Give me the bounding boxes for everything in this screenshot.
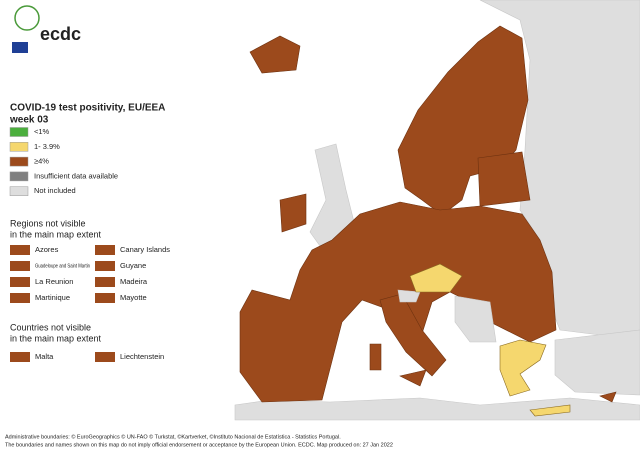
austria xyxy=(409,263,463,293)
countries-heading: Countries not visible xyxy=(10,322,91,332)
legend-swatch xyxy=(9,142,29,152)
region-label: Guyane xyxy=(120,261,146,270)
countries-heading: in the main map extent xyxy=(10,333,102,343)
region-label: Canary Islands xyxy=(120,245,170,254)
logo-globe xyxy=(14,5,40,31)
africa xyxy=(234,397,640,421)
swatch xyxy=(10,293,30,303)
swatch xyxy=(10,261,30,271)
western-balkans xyxy=(454,295,497,343)
swatch xyxy=(95,245,115,255)
turkey xyxy=(554,329,640,396)
title: week 03 xyxy=(9,115,49,126)
region-label: Madeira xyxy=(120,277,148,286)
swatch xyxy=(10,352,30,362)
region-label: La Reunion xyxy=(35,277,73,286)
region-label: Martinique xyxy=(35,293,70,302)
cyprus xyxy=(599,391,617,403)
footer: The boundaries and names shown on this m… xyxy=(5,442,393,448)
legend-label: 1- 3.9% xyxy=(34,142,60,151)
footer: Administrative boundaries: © EuroGeograp… xyxy=(5,433,341,440)
legend-label: Not included xyxy=(34,186,76,195)
sardinia xyxy=(369,343,382,371)
legend-swatch xyxy=(9,156,29,167)
ireland xyxy=(279,193,307,233)
legend-swatch xyxy=(9,186,29,196)
region-label: Azores xyxy=(35,245,59,254)
map xyxy=(234,0,640,421)
swatch xyxy=(95,293,115,303)
swatch xyxy=(10,245,30,255)
iceland xyxy=(249,35,301,74)
regions-heading: in the main map extent xyxy=(10,229,102,239)
legend-swatch xyxy=(9,127,29,137)
legend-label: <1% xyxy=(34,127,50,136)
logo-text: ecdc xyxy=(40,24,81,44)
legend: <1% 1- 3.9% ≥4% Insufficient data available… xyxy=(9,127,118,196)
sicily xyxy=(399,369,427,387)
baltics xyxy=(477,151,531,207)
eu-flag xyxy=(12,42,28,53)
swatch xyxy=(10,277,30,287)
swatch xyxy=(95,277,115,287)
switzerland xyxy=(397,289,421,303)
title: COVID-19 test positivity, EU/EEA xyxy=(10,103,165,114)
regions-heading: Regions not visible xyxy=(10,218,86,228)
region-label: Mayotte xyxy=(120,293,147,302)
swatch xyxy=(95,261,115,271)
legend-swatch xyxy=(9,171,29,182)
region-label: Malta xyxy=(35,352,54,361)
crete xyxy=(529,404,571,417)
legend-label: Insufficient data available xyxy=(34,171,118,180)
region-label: Liechtenstein xyxy=(120,352,164,361)
legend-label: ≥4% xyxy=(34,157,49,166)
greece xyxy=(499,339,547,397)
logo: ecdc xyxy=(12,5,81,53)
swatch xyxy=(95,352,115,362)
region-label: Guadeloupe and Saint Martin xyxy=(35,263,90,269)
